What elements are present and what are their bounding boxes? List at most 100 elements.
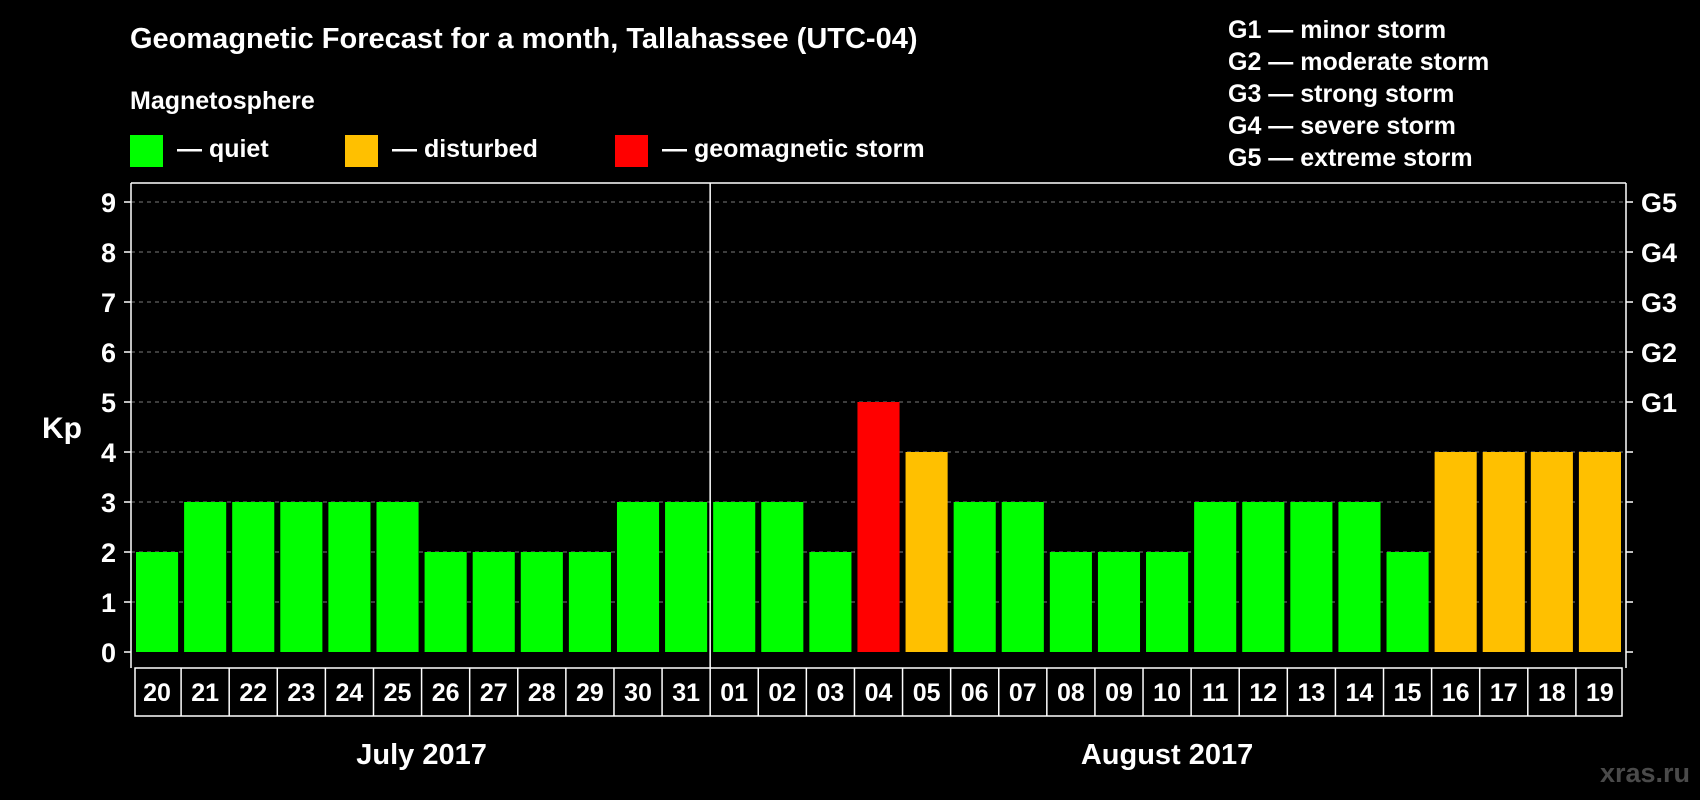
y-tick-label: 9 [101,188,116,218]
storm-scale-item: G5 — extreme storm [1228,144,1473,172]
bar-14 [1338,502,1381,652]
legend-label-storm: — geomagnetic storm [662,135,925,163]
month-label: July 2017 [356,739,487,771]
legend: — quiet — disturbed — geomagnetic storm [130,135,925,167]
y-tick-label: 5 [101,388,116,418]
y-tick-label: 4 [101,438,116,468]
bar-29 [568,552,611,652]
right-tick-label: G4 [1641,238,1677,268]
bar-07 [1001,502,1044,652]
y-tick-label: 1 [101,588,116,618]
legend-label-quiet: — quiet [177,135,269,163]
day-label-05: 05 [913,679,941,707]
day-label-09: 09 [1105,679,1133,707]
day-label-03: 03 [816,679,844,707]
day-label-12: 12 [1249,679,1277,707]
bar-16 [1434,452,1477,652]
right-tick-label: G1 [1641,388,1677,418]
bar-05 [905,452,948,652]
y-axis-label: Kp [42,412,82,445]
y-tick-label: 0 [101,638,116,668]
bar-04 [857,402,900,652]
bar-06 [953,502,996,652]
bar-03 [809,552,852,652]
day-label-04: 04 [865,679,893,707]
day-label-11: 11 [1202,679,1229,707]
day-label-26: 26 [432,679,460,707]
day-label-01: 01 [720,679,748,707]
bar-22 [232,502,275,652]
day-label-19: 19 [1586,679,1614,707]
day-label-02: 02 [768,679,796,707]
day-label-frame [134,667,1623,717]
bar-27 [472,552,515,652]
day-label-31: 31 [672,679,700,707]
bar-18 [1530,452,1573,652]
bars [136,402,1621,652]
storm-scale-legend: G1 — minor storm G2 — moderate storm G3 — … [1228,16,1489,172]
bar-10 [1146,552,1189,652]
day-label-08: 08 [1057,679,1085,707]
storm-scale-item: G4 — severe storm [1228,112,1456,140]
bar-08 [1049,552,1092,652]
y-tick-label: 8 [101,238,116,268]
day-label-13: 13 [1297,679,1325,707]
bar-09 [1097,552,1141,652]
bar-20 [136,552,179,652]
day-label-06: 06 [961,679,989,707]
bar-26 [424,552,467,652]
day-label-07: 07 [1009,679,1037,707]
bar-28 [520,552,563,652]
month-label: August 2017 [1081,739,1253,771]
bar-30 [616,502,660,652]
right-tick-label: G3 [1641,288,1677,318]
day-label-25: 25 [384,679,412,707]
y-tick-label: 3 [101,488,116,518]
y-tick-label: 6 [101,338,116,368]
bar-02 [761,502,804,652]
y-tick-label: 2 [101,538,116,568]
bar-13 [1290,502,1333,652]
day-label-14: 14 [1346,679,1374,707]
bar-12 [1242,502,1285,652]
day-label-27: 27 [480,679,508,707]
storm-scale-item: G3 — strong storm [1228,80,1454,108]
bar-15 [1386,552,1429,652]
storm-scale-item: G1 — minor storm [1228,16,1446,44]
day-label-30: 30 [624,679,652,707]
bar-21 [184,502,227,652]
legend-title: Magnetosphere [130,87,315,115]
day-label-16: 16 [1442,679,1470,707]
legend-swatch-quiet [130,135,163,167]
chart-title: Geomagnetic Forecast for a month, Tallah… [130,23,918,55]
legend-label-disturbed: — disturbed [392,135,538,163]
day-label-22: 22 [239,679,267,707]
day-label-20: 20 [143,679,171,707]
day-label-18: 18 [1538,679,1566,707]
bar-25 [376,502,419,652]
y-tick-label: 7 [101,288,116,318]
bar-01 [713,502,756,652]
bar-24 [328,502,371,652]
day-labels: 20 21 22 23 24 25 26 27 28 29 30 31 01 02 03 04 05 06 07 08… [134,667,1623,717]
day-label-28: 28 [528,679,556,707]
bar-17 [1482,452,1525,652]
day-label-10: 10 [1153,679,1181,707]
bar-31 [665,502,708,652]
legend-swatch-storm [615,135,648,167]
watermark: xras.ru [1600,758,1690,788]
bar-19 [1578,452,1621,652]
day-label-21: 21 [191,679,219,707]
storm-scale-item: G2 — moderate storm [1228,48,1489,76]
day-label-29: 29 [576,679,604,707]
day-label-24: 24 [336,679,364,707]
right-tick-label: G2 [1641,338,1677,368]
axes: 0 1 2 3 4 5 6 7 8 9 G1 G2 G3 G4 G5 [101,182,1677,668]
legend-swatch-disturbed [345,135,378,167]
day-label-23: 23 [287,679,315,707]
day-label-15: 15 [1394,679,1422,707]
bar-11 [1194,502,1237,652]
right-tick-label: G5 [1641,188,1677,218]
bar-23 [280,502,323,652]
